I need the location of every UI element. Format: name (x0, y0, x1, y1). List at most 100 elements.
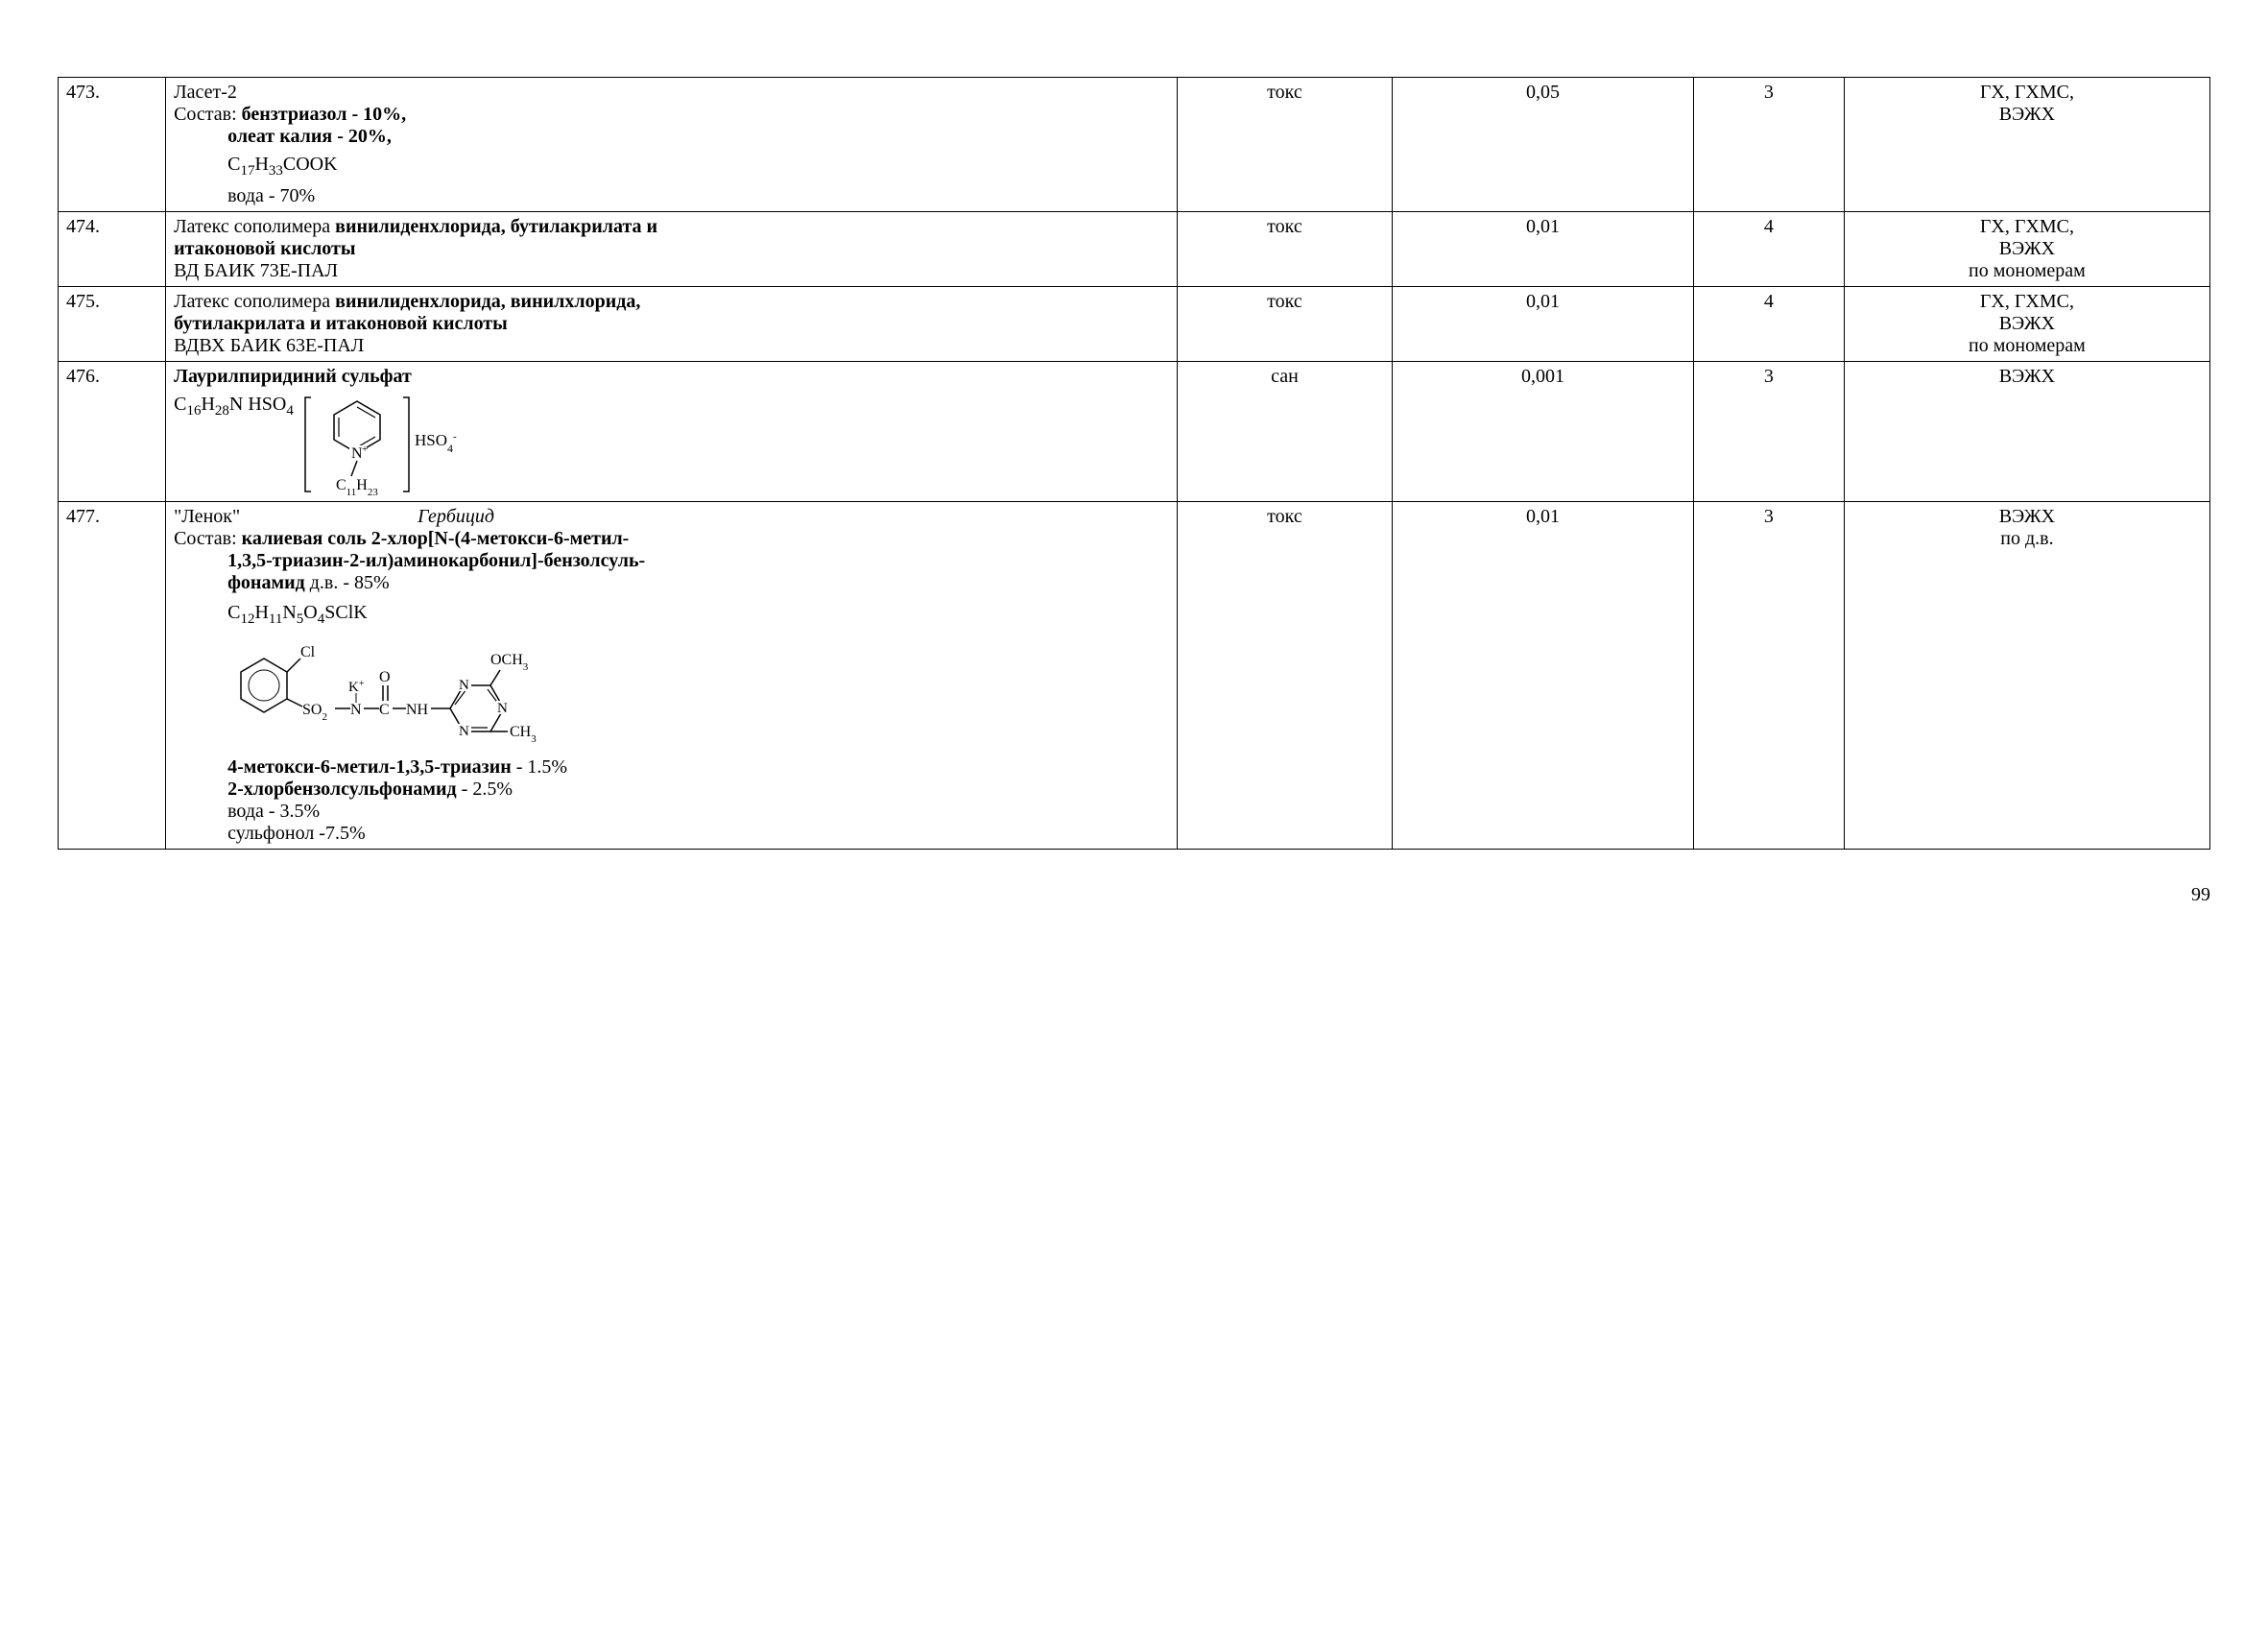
desc-line: ВД БАИК 73Е-ПАЛ (174, 260, 1169, 282)
text: Латекс сополимера (174, 291, 335, 312)
row-class: 3 (1693, 502, 1844, 850)
svg-text:C11H23: C11H23 (336, 477, 378, 497)
substance-name: Лаурилпиридиний сульфат (174, 366, 1169, 388)
row-value: 0,001 (1393, 362, 1694, 502)
method-line: ВЭЖХ (1852, 313, 2202, 335)
row-methods: ГХ, ГХМС, ВЭЖХ по мономерам (1844, 212, 2209, 287)
comp-bold: 4-метокси-6-метил-1,3,5-триазин (227, 756, 512, 778)
table-row: 474. Латекс сополимера винилиденхлорида,… (59, 212, 2210, 287)
extra-comp: 2-хлорбензолсульфонамид - 2.5% (174, 779, 1169, 801)
row-class: 4 (1693, 212, 1844, 287)
comp-line: фонамид д.в. - 85% (174, 572, 1169, 594)
method-line: по мономерам (1852, 335, 2202, 357)
row-number: 476. (59, 362, 166, 502)
row-number: 475. (59, 287, 166, 362)
row-type: сан (1177, 362, 1392, 502)
row-value: 0,01 (1393, 287, 1694, 362)
chemical-formula: C17H33COOK (174, 154, 1169, 180)
text-bold: винилиденхлорида, винилхлорида, (335, 291, 640, 312)
comp-name: бензтриазол (242, 104, 347, 125)
substance-name: "Ленок" (174, 506, 240, 527)
table-row: 473. Ласет-2 Состав: бензтриазол - 10%, … (59, 78, 2210, 212)
row-type: токс (1177, 502, 1392, 850)
chemical-structure: Cl SO2 N K+ C (212, 637, 1169, 743)
composition: Состав: бензтриазол - 10%, (174, 104, 1169, 126)
svg-text:N: N (497, 701, 508, 716)
row-value: 0,05 (1393, 78, 1694, 212)
row-type: токс (1177, 287, 1392, 362)
svg-text:C: C (379, 702, 390, 718)
comp-water: вода - 70% (174, 185, 1169, 207)
row-number: 473. (59, 78, 166, 212)
svg-text:N: N (459, 724, 469, 739)
structure-diagram: Cl SO2 N K+ C (212, 637, 577, 743)
comp-suffix: д.в. - 85% (305, 572, 390, 593)
row-class: 3 (1693, 78, 1844, 212)
row-methods: ГХ, ГХМС, ВЭЖХ по мономерам (1844, 287, 2209, 362)
row-description: Ласет-2 Состав: бензтриазол - 10%, олеат… (166, 78, 1178, 212)
row-description: Латекс сополимера винилиденхлорида, бути… (166, 212, 1178, 287)
table-row: 477. "Ленок" Гербицид Состав: калиевая с… (59, 502, 2210, 850)
desc-line: итаконовой кислоты (174, 238, 1169, 260)
table-row: 476. Лаурилпиридиний сульфат C16H28N HSO… (59, 362, 2210, 502)
row-description: Латекс сополимера винилиденхлорида, вини… (166, 287, 1178, 362)
method-line: ГХ, ГХМС, (1852, 216, 2202, 238)
desc-line: Латекс сополимера винилиденхлорида, вини… (174, 291, 1169, 313)
comp-pct: - 1.5% (512, 756, 567, 778)
substance-category: Гербицид (418, 506, 494, 527)
chemical-formula: C16H28N HSO4 (174, 392, 294, 419)
svg-text:OCH3: OCH3 (490, 652, 529, 673)
composition: Состав: калиевая соль 2-хлор[N-(4-метокс… (174, 528, 1169, 550)
svg-text:K+: K+ (348, 679, 365, 696)
method-line: ВЭЖХ (1852, 238, 2202, 260)
composition-label: Состав: (174, 528, 237, 549)
svg-text:CH3: CH3 (510, 724, 537, 743)
row-value: 0,01 (1393, 502, 1694, 850)
svg-text:N: N (350, 702, 362, 718)
row-value: 0,01 (1393, 212, 1694, 287)
composition-label: Состав: (174, 104, 237, 125)
svg-text:O: O (379, 669, 391, 685)
structure-diagram: N + C11H23 HSO4- (298, 392, 461, 497)
desc-line: Латекс сополимера винилиденхлорида, бути… (174, 216, 1169, 238)
svg-text:+: + (362, 443, 368, 455)
row-methods: ГХ, ГХМС, ВЭЖХ (1844, 78, 2209, 212)
page-number: 99 (58, 884, 2210, 906)
svg-text:HSO4-: HSO4- (415, 431, 457, 455)
comp-pct: - 20%, (337, 126, 392, 147)
row-number: 474. (59, 212, 166, 287)
text: Латекс сополимера (174, 216, 335, 237)
svg-text:NH: NH (406, 702, 429, 718)
extra-comp: вода - 3.5% (174, 801, 1169, 823)
chemical-structure: C16H28N HSO4 N + (174, 392, 1169, 497)
svg-text:N: N (459, 678, 469, 693)
extra-comp: 4-метокси-6-метил-1,3,5-триазин - 1.5% (174, 756, 1169, 779)
method-line: ВЭЖХ (1852, 104, 2202, 126)
method-line: ВЭЖХ (1852, 506, 2202, 528)
extra-comp: сульфонол -7.5% (174, 823, 1169, 845)
svg-text:Cl: Cl (300, 644, 316, 660)
row-description: "Ленок" Гербицид Состав: калиевая соль 2… (166, 502, 1178, 850)
method-line: по мономерам (1852, 260, 2202, 282)
method-line: ГХ, ГХМС, (1852, 291, 2202, 313)
desc-line: бутилакрилата и итаконовой кислоты (174, 313, 1169, 335)
method-line: ГХ, ГХМС, (1852, 82, 2202, 104)
row-class: 3 (1693, 362, 1844, 502)
comp-pct: - 10%, (351, 104, 406, 125)
table-row: 475. Латекс сополимера винилиденхлорида,… (59, 287, 2210, 362)
row-methods: ВЭЖХ по д.в. (1844, 502, 2209, 850)
chemical-formula: C12H11N5O4SClK (174, 602, 1169, 628)
substance-table: 473. Ласет-2 Состав: бензтриазол - 10%, … (58, 77, 2210, 850)
comp-name: олеат калия (227, 126, 332, 147)
method-line: по д.в. (1852, 528, 2202, 550)
row-type: токс (1177, 212, 1392, 287)
row-class: 4 (1693, 287, 1844, 362)
row-methods: ВЭЖХ (1844, 362, 2209, 502)
row-number: 477. (59, 502, 166, 850)
comp-bold: калиевая соль 2-хлор[N-(4-метокси-6-мети… (242, 528, 630, 549)
desc-line: ВДВХ БАИК 63Е-ПАЛ (174, 335, 1169, 357)
comp-bold: фонамид (227, 572, 305, 593)
row-description: Лаурилпиридиний сульфат C16H28N HSO4 (166, 362, 1178, 502)
comp-bold: 1,3,5-триазин-2-ил)аминокарбонил]-бензол… (174, 550, 1169, 572)
comp-bold: 2-хлорбензолсульфонамид (227, 779, 457, 800)
